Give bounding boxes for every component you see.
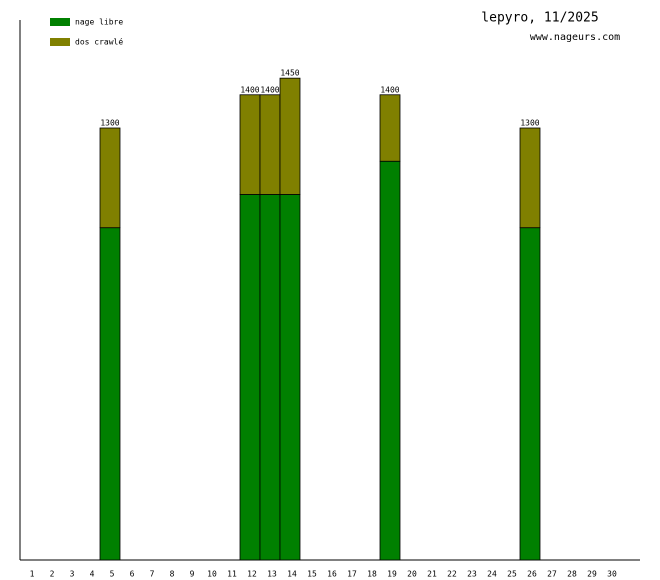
x-tick-label: 16 xyxy=(327,570,337,579)
legend-label: dos crawlé xyxy=(75,37,123,47)
bar-segment xyxy=(259,94,281,195)
bar-segment xyxy=(279,77,301,195)
bar-segment xyxy=(99,127,121,229)
x-tick-label: 28 xyxy=(567,570,577,579)
bar-segment xyxy=(519,227,541,561)
bar-segment xyxy=(379,94,401,162)
x-tick-label: 23 xyxy=(467,570,477,579)
bar-segment xyxy=(279,194,301,561)
x-tick-label: 15 xyxy=(307,570,317,579)
x-tick-label: 4 xyxy=(90,570,95,579)
total-label: 1400 xyxy=(380,85,399,94)
x-tick-label: 6 xyxy=(130,570,135,579)
legend-swatch xyxy=(50,38,70,46)
x-tick-label: 17 xyxy=(347,570,357,579)
x-tick-label: 11 xyxy=(227,570,237,579)
x-tick-label: 18 xyxy=(367,570,377,579)
x-tick-label: 22 xyxy=(447,570,457,579)
x-tick-label: 3 xyxy=(70,570,75,579)
x-tick-label: 1 xyxy=(30,570,35,579)
x-tick-label: 7 xyxy=(150,570,155,579)
legend-swatch xyxy=(50,18,70,26)
x-tick-label: 8 xyxy=(170,570,175,579)
x-tick-label: 12 xyxy=(247,570,257,579)
x-tick-label: 26 xyxy=(527,570,537,579)
bar-segment xyxy=(379,160,401,561)
x-tick-label: 27 xyxy=(547,570,557,579)
bar-segment xyxy=(239,94,261,195)
x-tick-label: 25 xyxy=(507,570,517,579)
x-tick-label: 5 xyxy=(110,570,115,579)
bar-segment xyxy=(99,227,121,561)
total-label: 1400 xyxy=(240,85,259,94)
total-label: 1450 xyxy=(280,69,299,78)
bar-segment xyxy=(259,194,281,561)
x-tick-label: 30 xyxy=(607,570,617,579)
bar-segment xyxy=(239,194,261,561)
chart-title: lepyro, 11/2025 xyxy=(481,11,598,26)
x-tick-label: 20 xyxy=(407,570,417,579)
bar-segment xyxy=(519,127,541,229)
x-tick-label: 13 xyxy=(267,570,277,579)
x-tick-label: 24 xyxy=(487,570,497,579)
x-tick-label: 9 xyxy=(190,570,195,579)
x-tick-label: 19 xyxy=(387,570,397,579)
chart-subtitle: www.nageurs.com xyxy=(530,32,620,43)
legend-label: nage libre xyxy=(75,18,123,27)
total-label: 1400 xyxy=(260,85,279,94)
x-tick-label: 14 xyxy=(287,570,297,579)
x-tick-label: 2 xyxy=(50,570,55,579)
x-tick-label: 10 xyxy=(207,570,217,579)
total-label: 1300 xyxy=(520,119,539,128)
total-label: 1300 xyxy=(100,119,119,128)
x-tick-label: 21 xyxy=(427,570,437,579)
x-tick-label: 29 xyxy=(587,570,597,579)
